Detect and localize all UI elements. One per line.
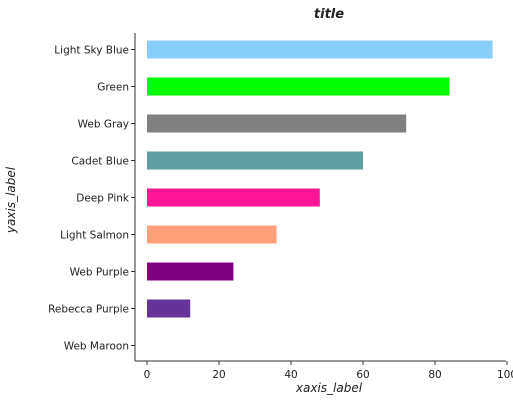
bar-light-salmon <box>147 225 277 244</box>
y-axis: Web Maroon Rebecca Purple Web Purple Light … <box>48 33 136 361</box>
bars-group <box>147 40 493 318</box>
bar-cadet-blue <box>147 151 363 170</box>
bar-green <box>147 77 450 96</box>
bar-web-purple <box>147 262 234 281</box>
bar-deep-pink <box>147 188 320 207</box>
x-tick-label: 20 <box>212 369 225 381</box>
x-tick-label: 0 <box>144 369 151 381</box>
x-tick-label: 100 <box>497 369 513 381</box>
x-tick-label: 60 <box>356 369 369 381</box>
y-tick-label: Rebecca Purple <box>48 304 129 316</box>
bar-light-sky-blue <box>147 40 493 59</box>
x-tick-label: 40 <box>284 369 297 381</box>
chart-title: title <box>314 7 344 22</box>
y-tick-label: Green <box>97 82 129 94</box>
y-tick-label: Deep Pink <box>76 193 130 205</box>
bar-web-gray <box>147 114 407 133</box>
y-tick-label: Light Salmon <box>60 230 129 242</box>
bar-rebecca-purple <box>147 299 191 318</box>
x-axis-label: xaxis_label <box>295 381 363 395</box>
y-tick-label: Web Gray <box>78 119 129 131</box>
x-axis: 0 20 40 60 80 100 <box>135 360 513 381</box>
y-axis-label: yaxis_label <box>4 166 18 234</box>
y-tick-label: Web Maroon <box>64 341 129 353</box>
y-tick-label: Cadet Blue <box>71 156 129 168</box>
y-tick-label: Light Sky Blue <box>54 45 129 57</box>
y-tick-label: Web Purple <box>70 267 129 279</box>
x-tick-label: 80 <box>428 369 441 381</box>
